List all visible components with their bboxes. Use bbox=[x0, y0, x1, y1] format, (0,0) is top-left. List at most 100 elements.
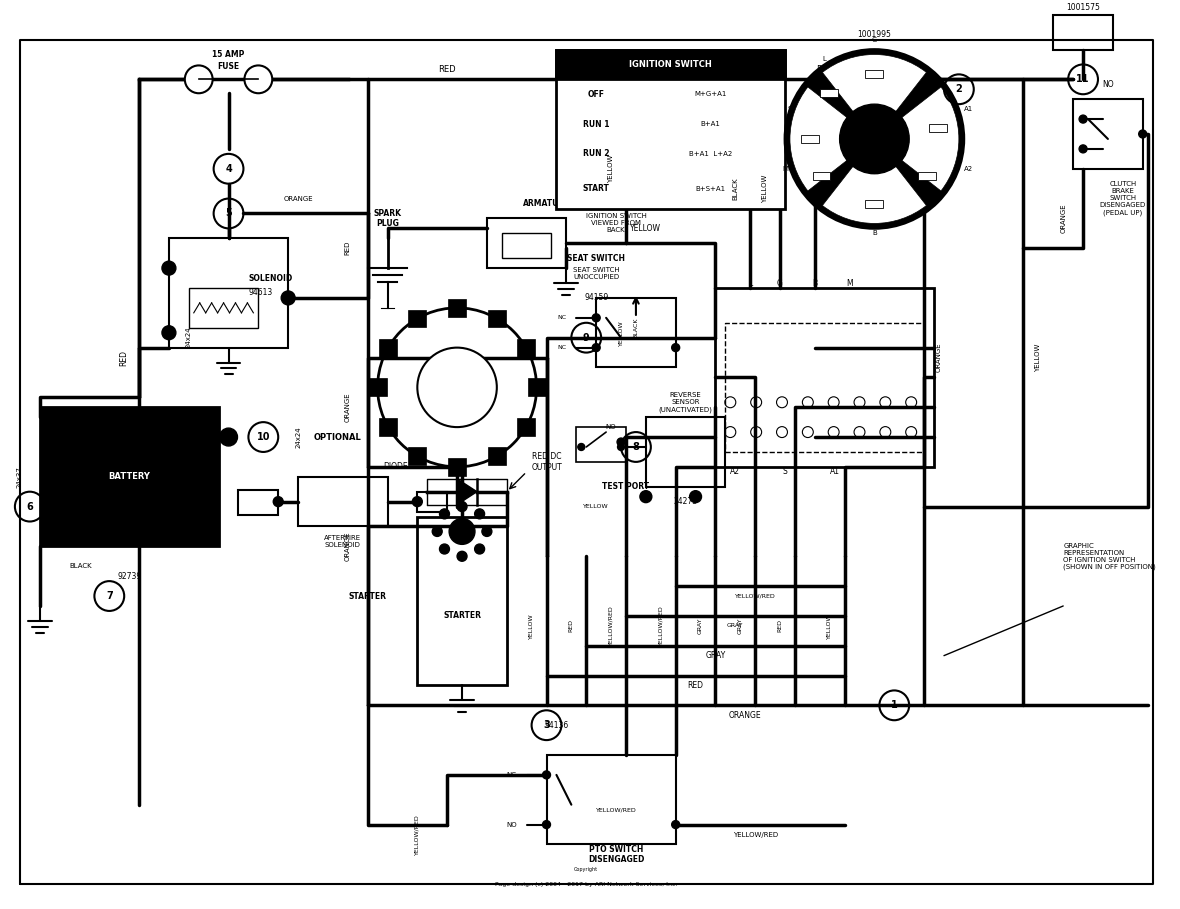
Bar bbox=[448, 458, 466, 475]
Text: S: S bbox=[782, 467, 787, 476]
Circle shape bbox=[474, 544, 485, 554]
Bar bbox=[418, 516, 506, 685]
Text: B+S+A1: B+S+A1 bbox=[695, 185, 726, 192]
Text: 9: 9 bbox=[583, 333, 590, 343]
Text: 4: 4 bbox=[225, 164, 232, 174]
Text: ORANGE: ORANGE bbox=[936, 343, 942, 373]
Text: 24x37: 24x37 bbox=[17, 465, 22, 488]
Circle shape bbox=[617, 444, 624, 451]
Bar bbox=[487, 447, 506, 465]
Text: ARMATURE: ARMATURE bbox=[523, 199, 570, 208]
Circle shape bbox=[592, 344, 601, 352]
Text: 6: 6 bbox=[26, 502, 33, 512]
Text: OPTIONAL: OPTIONAL bbox=[314, 433, 362, 442]
Text: YELLOW: YELLOW bbox=[630, 224, 661, 233]
Text: PTO SWITCH
DISENGAGED: PTO SWITCH DISENGAGED bbox=[588, 844, 644, 864]
Bar bbox=[865, 70, 884, 78]
Text: RED: RED bbox=[815, 65, 833, 74]
Circle shape bbox=[592, 314, 601, 322]
Circle shape bbox=[840, 105, 909, 174]
Text: YELLOW/RED: YELLOW/RED bbox=[415, 814, 420, 854]
Text: BLACK: BLACK bbox=[733, 177, 739, 200]
Text: STARTER: STARTER bbox=[442, 612, 481, 621]
Circle shape bbox=[481, 526, 492, 536]
Text: Copyright: Copyright bbox=[575, 867, 598, 872]
Text: 2: 2 bbox=[956, 85, 962, 95]
Text: NO: NO bbox=[1102, 80, 1114, 89]
Bar bbox=[918, 172, 936, 180]
Text: 92739: 92739 bbox=[117, 572, 142, 581]
Text: IGNITION SWITCH
VIEWED FROM
BACK: IGNITION SWITCH VIEWED FROM BACK bbox=[585, 214, 647, 234]
Bar bbox=[299, 477, 387, 526]
Circle shape bbox=[640, 491, 651, 503]
Text: L: L bbox=[748, 278, 753, 287]
Polygon shape bbox=[457, 479, 477, 504]
Text: 24x24: 24x24 bbox=[295, 426, 301, 448]
Text: 1001995: 1001995 bbox=[858, 30, 891, 39]
Wedge shape bbox=[822, 139, 926, 224]
Circle shape bbox=[671, 344, 680, 352]
Text: YELLOW: YELLOW bbox=[762, 175, 768, 203]
Text: RED: RED bbox=[438, 65, 455, 74]
Bar bbox=[596, 298, 676, 367]
Bar bbox=[502, 234, 551, 258]
Text: A2: A2 bbox=[964, 165, 974, 172]
Bar bbox=[379, 339, 398, 356]
Text: START: START bbox=[583, 185, 610, 193]
Text: 24273: 24273 bbox=[674, 497, 697, 506]
Circle shape bbox=[219, 428, 237, 446]
Text: YELLOW/RED: YELLOW/RED bbox=[596, 807, 636, 812]
Circle shape bbox=[244, 65, 273, 94]
Bar bbox=[557, 49, 785, 79]
Text: B: B bbox=[812, 278, 818, 287]
Text: M: M bbox=[846, 278, 853, 287]
Bar bbox=[546, 755, 676, 844]
Text: ORANGE: ORANGE bbox=[1060, 204, 1067, 234]
Bar bbox=[408, 310, 426, 327]
Text: NC: NC bbox=[557, 345, 566, 350]
Circle shape bbox=[578, 444, 585, 451]
Text: FUSE: FUSE bbox=[217, 62, 240, 71]
Bar bbox=[189, 288, 258, 328]
Text: RED: RED bbox=[827, 182, 833, 195]
Text: YELLOW: YELLOW bbox=[583, 504, 609, 509]
Bar bbox=[645, 417, 726, 486]
Circle shape bbox=[450, 518, 476, 544]
Text: S: S bbox=[788, 106, 792, 112]
Text: AFTERFIRE
SOLENOID: AFTERFIRE SOLENOID bbox=[324, 534, 361, 548]
Text: NC: NC bbox=[557, 315, 566, 320]
Bar bbox=[487, 218, 566, 268]
Circle shape bbox=[1139, 130, 1147, 138]
Text: GRAY: GRAY bbox=[738, 617, 742, 634]
Bar bbox=[517, 418, 535, 436]
Text: 10: 10 bbox=[256, 432, 270, 442]
Text: REVERSE
SENSOR
(UNACTIVATED): REVERSE SENSOR (UNACTIVATED) bbox=[658, 392, 713, 413]
Text: IGNITION SWITCH: IGNITION SWITCH bbox=[629, 60, 712, 69]
Text: STARTER: STARTER bbox=[348, 592, 387, 601]
Bar bbox=[813, 172, 831, 180]
Circle shape bbox=[689, 491, 702, 503]
Text: RUN 2: RUN 2 bbox=[583, 149, 609, 158]
Text: SEAT SWITCH
UNOCCUPIED: SEAT SWITCH UNOCCUPIED bbox=[572, 266, 620, 280]
Text: A1: A1 bbox=[830, 467, 840, 476]
Text: A1: A1 bbox=[964, 106, 974, 112]
Text: STATOR: STATOR bbox=[440, 383, 473, 392]
Bar bbox=[801, 135, 819, 143]
Text: M: M bbox=[782, 165, 788, 172]
Text: 11: 11 bbox=[1076, 75, 1090, 85]
Circle shape bbox=[418, 347, 497, 427]
Text: BLACK: BLACK bbox=[70, 564, 92, 569]
Bar bbox=[557, 49, 785, 208]
Text: 94613: 94613 bbox=[249, 288, 273, 297]
Bar bbox=[418, 492, 447, 512]
Text: YELLOW/RED: YELLOW/RED bbox=[733, 832, 778, 837]
Text: RED: RED bbox=[688, 681, 703, 690]
Text: SPARK
PLUG: SPARK PLUG bbox=[374, 209, 401, 228]
Text: YELLOW/RED: YELLOW/RED bbox=[658, 605, 663, 646]
Text: NO: NO bbox=[506, 822, 517, 827]
Bar bbox=[1054, 15, 1113, 49]
Text: G: G bbox=[872, 36, 877, 43]
Text: YELLOW: YELLOW bbox=[529, 613, 535, 639]
Text: BLACK: BLACK bbox=[673, 65, 699, 74]
Text: RED DC
OUTPUT: RED DC OUTPUT bbox=[532, 452, 563, 472]
